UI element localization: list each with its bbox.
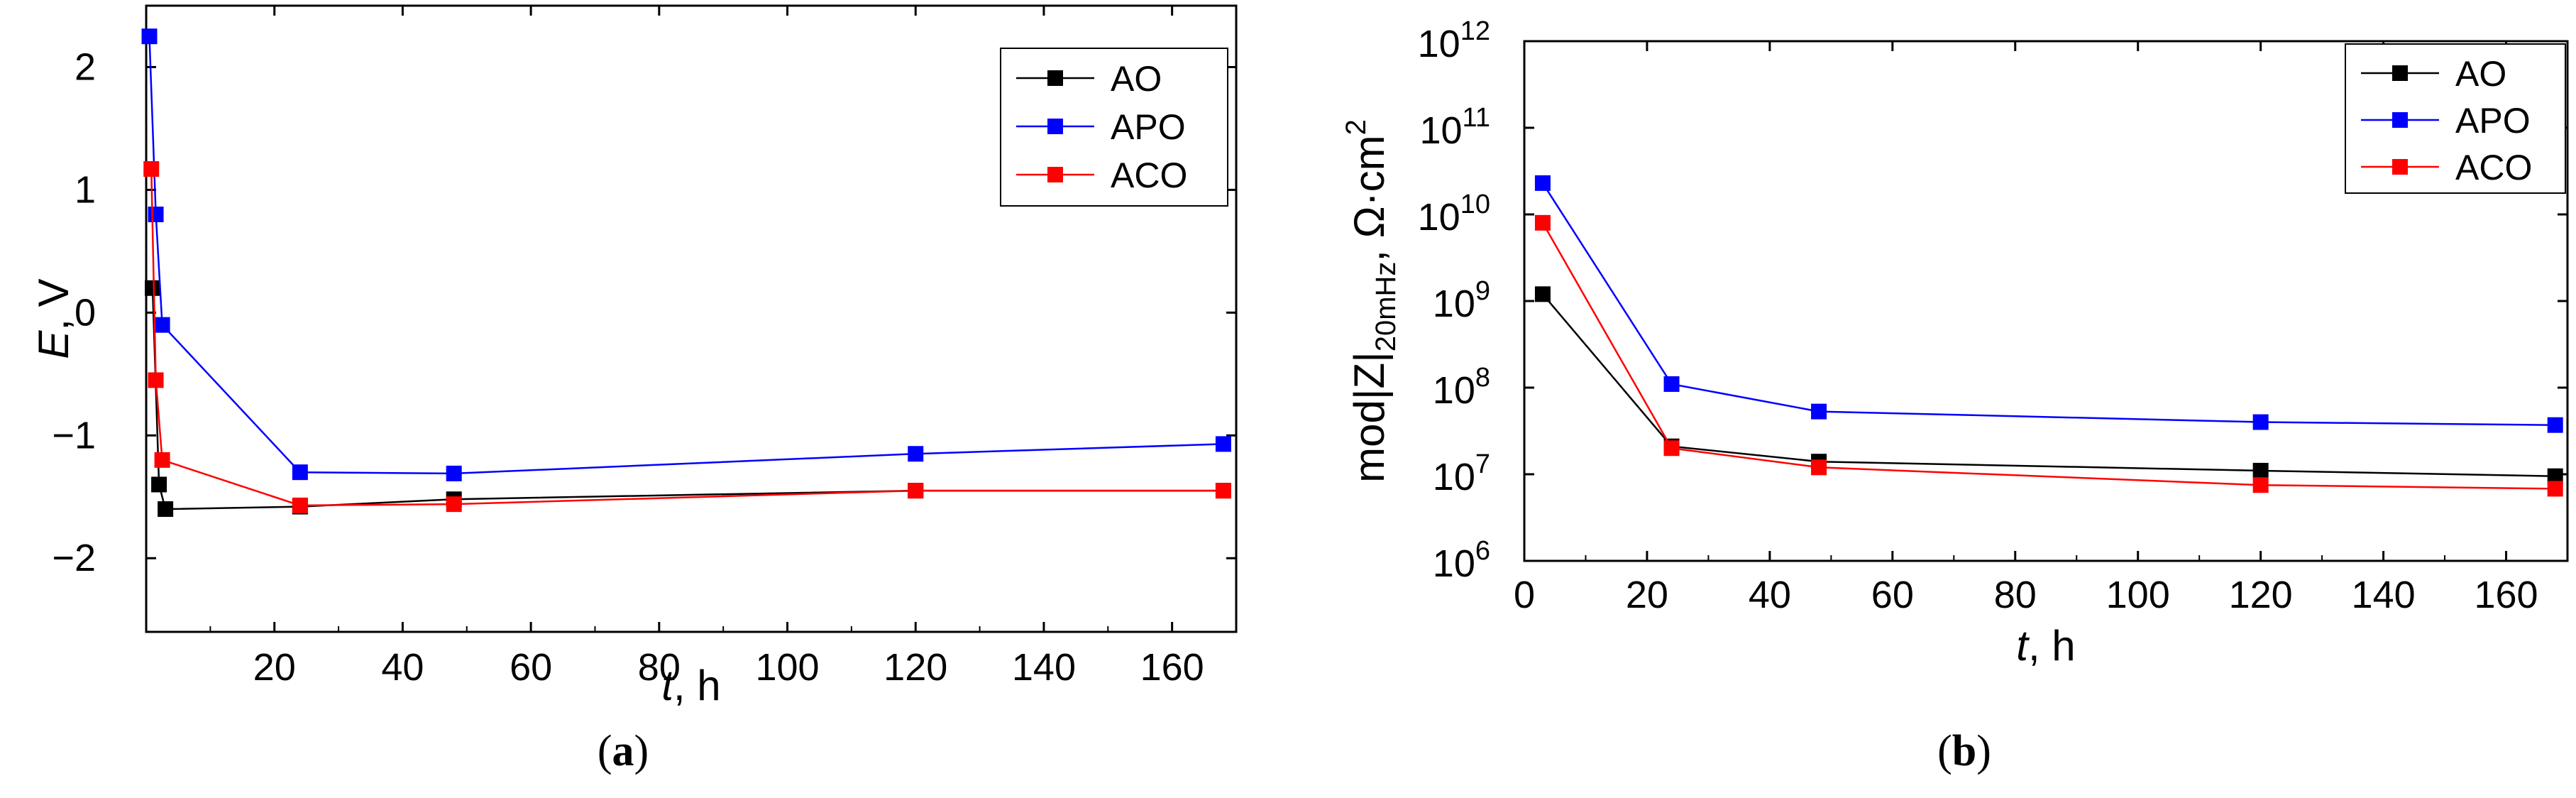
data-point <box>2547 468 2563 484</box>
data-point <box>154 317 170 333</box>
legend-label: AO <box>2455 54 2506 94</box>
y-tick-label: 109 <box>1433 276 1490 325</box>
series-ao <box>145 280 1231 518</box>
panel-caption: (a) <box>598 727 649 775</box>
data-point <box>2252 414 2269 430</box>
series-line <box>1541 293 2555 477</box>
series-line <box>150 168 1223 507</box>
data-point <box>1215 436 1231 452</box>
legend-box <box>2345 43 2566 194</box>
y-tick-label: −1 <box>52 414 96 457</box>
x-tick-label: 100 <box>2106 574 2170 616</box>
x-tick-label: 120 <box>884 646 947 689</box>
legend-marker <box>1047 70 1063 86</box>
data-point <box>158 501 174 518</box>
x-tick-label: 160 <box>2474 574 2538 616</box>
data-point <box>908 446 924 462</box>
data-point <box>148 207 164 222</box>
x-axis-label: t, h <box>2016 622 2075 669</box>
x-tick-label: 100 <box>755 646 819 689</box>
y-tick-label: 1010 <box>1418 190 1490 239</box>
x-tick-label: 40 <box>1749 574 1791 616</box>
legend-label: ACO <box>1111 155 1187 195</box>
legend-label: AO <box>1111 59 1162 99</box>
data-point <box>1534 286 1551 302</box>
x-tick-label: 80 <box>1994 574 2037 616</box>
plot-frame <box>145 4 1238 633</box>
x-tick-label: 20 <box>253 646 296 689</box>
chart-panel-b: 0 20 40 60 80 100 120 140 160 106 107 108 109 1010 101… <box>1341 16 2569 775</box>
data-point <box>2547 481 2563 497</box>
data-point <box>1811 403 1827 420</box>
y-axis-label: E, V <box>30 278 77 359</box>
data-point <box>2252 462 2269 479</box>
panel-caption: (b) <box>1937 727 1991 775</box>
data-point <box>292 464 308 481</box>
x-tick-label: 60 <box>1871 574 1914 616</box>
data-point <box>1663 440 1680 457</box>
legend-marker <box>2392 65 2408 81</box>
legend-marker <box>2392 159 2408 175</box>
y-tick-label: 107 <box>1433 449 1490 498</box>
x-tick-label: 0 <box>1514 574 1535 616</box>
data-point <box>2547 417 2563 433</box>
data-point <box>141 28 158 45</box>
y-tick-label: −2 <box>52 537 96 579</box>
y-tick-label: 1011 <box>1419 103 1490 152</box>
series-aco <box>1534 214 2563 497</box>
y-tick-label: 1 <box>75 168 96 211</box>
x-axis-label: t, h <box>661 662 720 709</box>
data-point <box>148 372 164 388</box>
chart-panel-a: 20 40 60 80 100 120 140 160 −2 −1 0 1 2 t, h E, V AO APO… <box>30 4 1238 775</box>
data-point <box>908 483 924 499</box>
y-tick-label: 106 <box>1433 536 1490 585</box>
series-ao <box>1534 286 2563 484</box>
legend-marker <box>2392 112 2408 128</box>
y-tick-label: 0 <box>75 291 96 334</box>
legend-marker <box>1047 167 1063 182</box>
y-tick-label: 108 <box>1433 363 1490 412</box>
data-point <box>2252 477 2269 493</box>
data-point <box>145 280 161 296</box>
data-point <box>1663 376 1680 392</box>
data-point <box>1534 214 1551 231</box>
legend-label: ACO <box>2455 148 2532 187</box>
x-tick-label: 20 <box>1626 574 1668 616</box>
x-tick-label: 140 <box>2352 574 2416 616</box>
x-tick-label: 60 <box>510 646 552 689</box>
legend-label: APO <box>2455 101 2531 141</box>
data-point <box>151 476 167 493</box>
x-tick-label: 160 <box>1140 646 1204 689</box>
data-point <box>1534 175 1551 191</box>
x-tick-label: 140 <box>1012 646 1076 689</box>
data-point <box>154 452 170 468</box>
data-point <box>143 161 160 177</box>
x-tick-label: 120 <box>2229 574 2293 616</box>
legend-label: APO <box>1111 107 1186 147</box>
data-point <box>446 496 462 513</box>
data-point <box>292 497 308 513</box>
data-point <box>1811 459 1827 476</box>
x-tick-label: 80 <box>638 646 681 689</box>
series-aco <box>143 161 1231 513</box>
data-point <box>1215 483 1231 499</box>
data-point <box>446 465 462 481</box>
y-tick-label: 1012 <box>1418 16 1490 65</box>
legend-marker <box>1047 119 1063 134</box>
x-tick-label: 40 <box>381 646 424 689</box>
series-apo <box>1534 175 2563 433</box>
y-tick-label: 2 <box>75 45 96 88</box>
legend: AO APO ACO <box>1000 48 1228 207</box>
series-line <box>151 288 1223 510</box>
y-axis-label: mod|Z|20mHz, Ω·cm2 <box>1341 119 1402 483</box>
legend: AO APO ACO <box>2345 43 2566 194</box>
series-line <box>1541 182 2555 426</box>
series-apo <box>141 28 1231 481</box>
